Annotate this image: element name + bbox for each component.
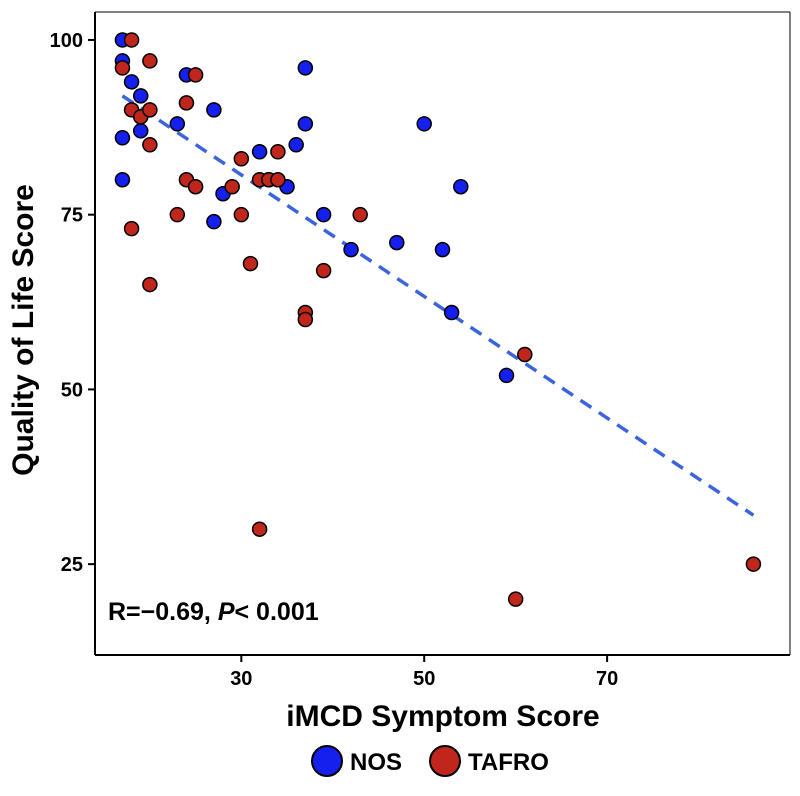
data-point-nos [206, 102, 222, 118]
data-point-tafro [169, 206, 186, 223]
data-point-nos [288, 137, 304, 153]
data-point-tafro [233, 151, 250, 167]
data-point-tafro [507, 591, 524, 607]
y-tick-label: 100 [50, 30, 83, 52]
legend: NOS TAFRO [311, 745, 549, 777]
data-point-nos [389, 234, 405, 251]
data-point-tafro [187, 178, 204, 195]
annotation-r-value: −0.69 [141, 598, 204, 626]
annotation: R=−0.69, P< 0.001 [108, 598, 319, 626]
data-points [114, 32, 762, 607]
annotation-p-value: < 0.001 [235, 598, 319, 626]
data-point-tafro [142, 102, 158, 118]
data-point-tafro [123, 32, 140, 48]
data-point-nos [434, 241, 451, 258]
x-tick-label: 50 [413, 668, 435, 690]
data-point-tafro [315, 262, 332, 279]
data-point-nos [498, 367, 515, 384]
data-point-tafro [242, 255, 259, 272]
annotation-r-prefix: R= [108, 598, 141, 626]
data-point-nos [416, 116, 432, 132]
legend-label-nos: NOS [350, 749, 402, 776]
data-point-tafro [142, 53, 158, 69]
annotation-separator: , [204, 598, 218, 626]
x-tick-label: 70 [596, 668, 618, 690]
data-point-tafro [745, 556, 762, 572]
data-point-nos [132, 123, 149, 139]
x-tick-label: 30 [230, 668, 252, 690]
y-ticks: 25 50 75 100 [50, 30, 95, 576]
data-point-nos [251, 144, 268, 160]
data-point-nos [453, 178, 469, 195]
data-point-tafro [114, 60, 131, 76]
y-tick-label: 75 [61, 205, 83, 227]
data-point-tafro [251, 521, 268, 537]
data-point-tafro [352, 206, 368, 223]
data-point-tafro [233, 206, 250, 223]
data-point-nos [169, 116, 186, 132]
x-axis-title: iMCD Symptom Score [286, 700, 599, 733]
data-point-tafro [187, 67, 204, 83]
trend-line [121, 94, 755, 517]
data-point-nos [315, 206, 332, 223]
data-point-nos [132, 88, 149, 104]
data-point-tafro [517, 346, 533, 363]
data-point-nos [443, 304, 460, 321]
data-point-nos [206, 213, 222, 230]
legend-swatch-tafro [429, 745, 461, 777]
x-ticks: 30 50 70 [230, 655, 618, 690]
data-point-tafro [178, 95, 195, 111]
data-point-tafro [224, 178, 240, 195]
data-point-tafro [142, 276, 158, 293]
axes [94, 11, 791, 656]
data-point-nos [343, 241, 359, 258]
data-point-tafro [123, 220, 140, 237]
data-point-nos [297, 116, 314, 132]
data-point-tafro [297, 311, 314, 328]
y-tick-label: 25 [61, 554, 83, 576]
data-point-nos [297, 60, 314, 76]
data-point-nos [114, 171, 131, 188]
data-point-tafro [270, 171, 286, 188]
y-tick-label: 50 [61, 379, 83, 401]
legend-label-tafro: TAFRO [468, 749, 549, 776]
data-point-nos [123, 74, 140, 90]
data-point-tafro [270, 144, 286, 160]
legend-swatch-nos [311, 745, 343, 777]
annotation-p-label: P [218, 598, 235, 626]
data-point-tafro [142, 137, 158, 153]
data-point-nos [114, 130, 131, 146]
y-axis-title: Quality of Life Score [7, 184, 40, 476]
